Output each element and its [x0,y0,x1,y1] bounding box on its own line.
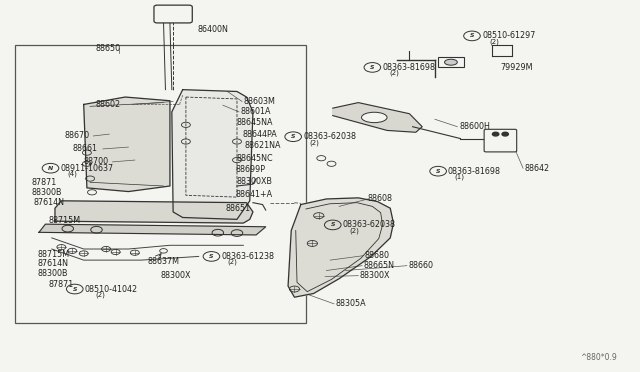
Text: 88651: 88651 [225,204,251,213]
Text: S: S [291,134,296,139]
Text: 88645NC: 88645NC [237,154,274,163]
Polygon shape [84,97,170,192]
Ellipse shape [445,59,458,65]
Circle shape [502,132,508,136]
Text: 88680: 88680 [365,251,390,260]
Text: 88600H: 88600H [460,122,490,131]
Text: 08363-61238: 08363-61238 [221,252,275,261]
Text: (2): (2) [95,291,105,298]
Text: 88650: 88650 [95,44,120,52]
Text: 88608: 88608 [368,195,393,203]
Text: 08363-62038: 08363-62038 [303,132,356,141]
Text: 88670: 88670 [65,131,90,141]
Text: (2): (2) [349,227,359,234]
Text: 88300X: 88300X [360,271,390,280]
Text: 08510-61297: 08510-61297 [482,31,536,41]
Text: 88641+A: 88641+A [236,190,273,199]
Circle shape [492,132,499,136]
Text: (2): (2) [310,139,319,145]
Text: (4): (4) [67,170,77,177]
Polygon shape [288,198,394,297]
Text: 08510-41042: 08510-41042 [85,285,138,294]
Polygon shape [39,224,266,235]
Text: 87614N: 87614N [34,198,65,207]
FancyBboxPatch shape [154,5,192,23]
Text: 08363-62038: 08363-62038 [343,221,396,230]
Text: (2): (2) [489,38,499,45]
Text: 88621NA: 88621NA [244,141,281,150]
Text: S: S [72,286,77,292]
Bar [438,57,464,67]
Text: 88660: 88660 [408,261,433,270]
Text: (2): (2) [227,259,237,265]
FancyBboxPatch shape [484,129,516,152]
Polygon shape [333,103,422,132]
Text: N: N [48,166,53,171]
Text: 88300B: 88300B [38,269,68,278]
Polygon shape [55,201,253,223]
Text: (1): (1) [454,173,464,180]
Text: 88601A: 88601A [240,108,271,116]
Text: 88300XB: 88300XB [237,177,273,186]
Text: 88699P: 88699P [236,165,266,174]
Text: 79929M: 79929M [500,63,532,72]
Text: 88637M: 88637M [148,257,180,266]
Text: ^880*0.9: ^880*0.9 [580,353,617,362]
Text: 88305A: 88305A [336,299,367,308]
Text: 86400N: 86400N [197,25,228,34]
Text: 88715M: 88715M [38,250,70,259]
Text: 88644PA: 88644PA [242,130,277,140]
Text: 88715M: 88715M [49,216,81,225]
Text: 88602: 88602 [95,100,120,109]
Text: S: S [209,254,214,259]
Text: 08363-81698: 08363-81698 [448,167,500,176]
Ellipse shape [362,112,387,123]
Polygon shape [172,90,253,219]
Text: 87871: 87871 [31,178,56,187]
Text: 88603M: 88603M [243,97,275,106]
Text: 88665N: 88665N [364,261,394,270]
Text: 88642: 88642 [524,164,550,173]
Bar [15,45,306,323]
Text: 87871: 87871 [49,280,74,289]
Text: S: S [436,169,440,174]
Text: 88300X: 88300X [161,271,191,280]
Text: 88645NA: 88645NA [237,118,273,127]
Text: 08911-10637: 08911-10637 [61,164,114,173]
Text: S: S [470,33,474,38]
Text: 88661: 88661 [72,144,97,153]
Text: 88300B: 88300B [31,188,62,197]
Text: S: S [330,222,335,227]
Text: (2): (2) [389,70,399,76]
Text: 08363-81698: 08363-81698 [383,63,436,72]
Text: 88700: 88700 [84,157,109,166]
Text: 87614N: 87614N [38,259,68,268]
Text: S: S [370,65,374,70]
